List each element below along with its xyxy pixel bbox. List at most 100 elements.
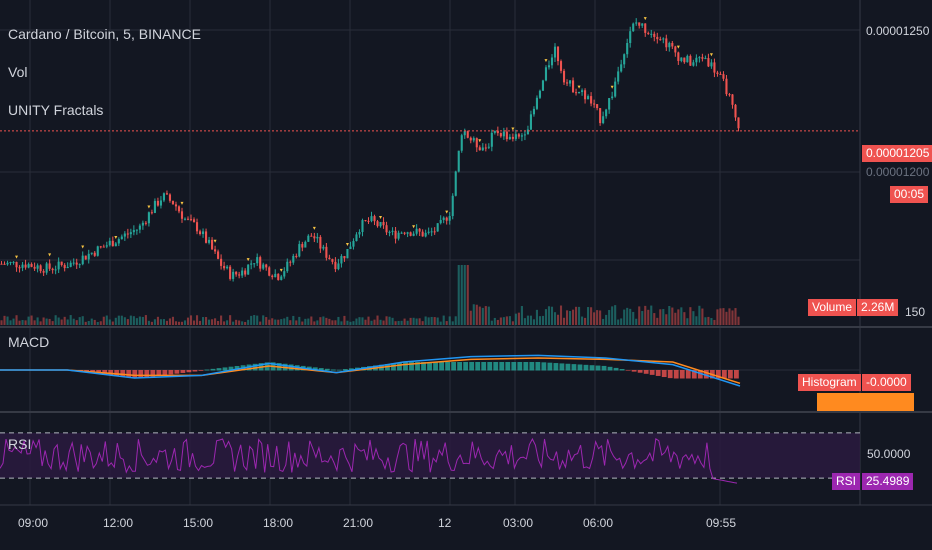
volume-bar-192 — [578, 306, 581, 325]
volume-bar-224 — [674, 312, 677, 325]
candle-body-214 — [644, 23, 647, 33]
candle-body-141 — [424, 232, 427, 237]
volume-bar-143 — [430, 316, 433, 325]
volume-bar-95 — [286, 316, 289, 325]
macd-histogram-bar-50 — [150, 370, 156, 377]
macd-legend[interactable]: MACD — [8, 334, 50, 350]
fractal-marker-16 — [48, 253, 52, 257]
candle-body-58 — [174, 204, 178, 207]
volume-bar-4 — [12, 318, 15, 325]
volume-bar-6 — [18, 320, 21, 325]
candle-body-153 — [460, 135, 463, 151]
volume-bar-92 — [277, 319, 280, 325]
volume-bar-113 — [340, 321, 343, 325]
volume-bar-44 — [132, 316, 135, 325]
volume-bar-182 — [547, 306, 551, 325]
rsi-legend[interactable]: RSI — [8, 436, 32, 452]
candle-body-33 — [99, 246, 102, 248]
volume-bar-46 — [138, 316, 141, 325]
candle-body-148 — [445, 217, 448, 221]
candle-body-120 — [361, 220, 364, 232]
candle-body-96 — [289, 261, 292, 263]
fractal-marker-93 — [279, 268, 283, 272]
symbol-title[interactable]: Cardano / Bitcoin, 5, BINANCE — [8, 26, 201, 42]
volume-bar-62 — [186, 317, 190, 325]
volume-bar-82 — [247, 319, 250, 325]
volume-bar-223 — [671, 307, 674, 325]
macd-histogram-bar-132 — [397, 362, 402, 371]
fractal-marker-60 — [180, 201, 184, 205]
volume-bar-204 — [614, 305, 617, 325]
volume-bar-112 — [337, 316, 340, 325]
volume-bar-211 — [635, 318, 638, 325]
macd-histogram-bar-40 — [120, 370, 126, 377]
candle-body-178 — [535, 97, 539, 109]
volume-bar-64 — [192, 320, 196, 325]
candle-body-123 — [370, 216, 373, 222]
volume-bar-149 — [448, 316, 451, 325]
volume-bar-235 — [707, 316, 710, 325]
rsi-level-label: 50.0000 — [867, 447, 911, 461]
candle-body-83 — [250, 263, 253, 265]
time-label-0: 09:00 — [18, 516, 49, 530]
volume-bar-125 — [376, 315, 379, 325]
volume-bar-239 — [719, 308, 722, 325]
macd-histogram-bar-104 — [312, 367, 318, 371]
time-label-5: 12 — [438, 516, 452, 530]
candle-body-232 — [698, 57, 701, 59]
volume-bar-242 — [728, 308, 731, 325]
macd-histogram-bar-66 — [198, 370, 204, 371]
macd-histogram-bar-182 — [547, 362, 553, 371]
candle-body-59 — [177, 206, 181, 212]
candle-body-87 — [262, 264, 265, 269]
fractals-legend[interactable]: UNITY Fractals — [8, 102, 104, 118]
volume-bar-71 — [214, 318, 217, 325]
volume-bar-181 — [544, 309, 548, 325]
macd-histogram-bar-70 — [210, 368, 216, 371]
volume-bar-101 — [304, 318, 307, 325]
macd-histogram-bar-214 — [643, 370, 649, 374]
candle-body-95 — [286, 261, 289, 272]
volume-bar-141 — [424, 316, 427, 325]
volume-bar-144 — [433, 317, 436, 325]
candle-body-160 — [481, 147, 484, 151]
volume-bar-240 — [722, 308, 725, 325]
macd-histogram-bar-176 — [529, 362, 535, 371]
fractal-marker-82 — [246, 258, 250, 262]
volume-bar-16 — [48, 318, 51, 325]
macd-histogram-bar-204 — [613, 367, 619, 371]
volume-bar-197 — [593, 312, 596, 325]
volume-bar-107 — [322, 316, 325, 325]
volume-bar-183 — [550, 306, 554, 325]
macd-histogram-bar-138 — [415, 362, 420, 371]
candle-body-0 — [0, 263, 3, 265]
macd-histogram-bar-222 — [667, 370, 673, 379]
macd-histogram-bar-114 — [342, 369, 348, 371]
histogram-orange-bar — [817, 393, 914, 411]
macd-histogram-bar-220 — [661, 370, 667, 378]
volume-bar-74 — [223, 321, 226, 325]
candle-body-175 — [526, 129, 529, 135]
candle-body-144 — [433, 231, 436, 233]
candle-body-131 — [394, 230, 397, 239]
fractal-marker-104 — [312, 226, 316, 230]
volume-bar-134 — [403, 318, 406, 325]
volume-bar-176 — [529, 315, 532, 325]
candle-body-158 — [475, 138, 478, 148]
candle-body-236 — [710, 62, 713, 67]
volume-bar-94 — [283, 318, 286, 325]
candle-body-147 — [442, 217, 445, 220]
volume-bar-234 — [704, 317, 707, 325]
fractal-marker-148 — [445, 210, 449, 214]
volume-legend[interactable]: Vol — [8, 64, 28, 80]
macd-histogram-bar-210 — [631, 370, 637, 372]
macd-histogram-bar-192 — [577, 364, 583, 371]
macd-histogram-bar-136 — [409, 362, 414, 371]
candle-body-163 — [490, 132, 493, 147]
volume-bar-233 — [701, 308, 704, 325]
volume-bar-236 — [710, 318, 713, 325]
volume-bar-131 — [394, 321, 397, 325]
volume-bar-109 — [328, 318, 331, 325]
